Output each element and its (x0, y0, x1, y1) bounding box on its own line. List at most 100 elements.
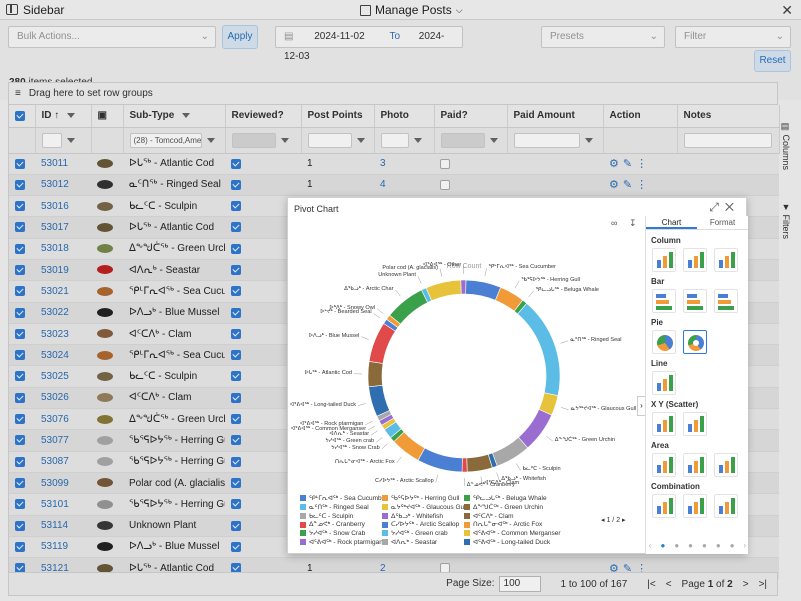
sidebar-toggle-icon[interactable] (6, 4, 18, 15)
photo-filter-input[interactable] (380, 132, 409, 148)
col-amount[interactable]: Paid Amount (507, 105, 604, 128)
legend-item[interactable]: ᐊᐱᕆᒃ - Seastar (382, 538, 437, 546)
chart-type-option-icon[interactable] (683, 330, 707, 354)
col-paid[interactable]: Paid? (434, 105, 508, 128)
date-range-picker[interactable]: ▤ 2024-11-02 To 2024-12-03 (275, 26, 463, 62)
paid-checkbox[interactable] (440, 179, 450, 190)
date-to[interactable]: 2024-12-03 (284, 31, 445, 62)
filters-tab[interactable]: ▼ Filters (781, 202, 791, 240)
reviewed-checkbox[interactable] (231, 435, 241, 446)
pie-slice[interactable] (517, 408, 553, 449)
row-checkbox[interactable] (15, 350, 25, 361)
photo-thumbnail[interactable] (97, 308, 113, 318)
row-checkbox[interactable] (15, 414, 25, 425)
row-id-link[interactable]: 53026 (41, 392, 69, 404)
chart-type-option-icon[interactable] (683, 494, 707, 518)
bug-icon[interactable]: ⚙ (609, 179, 623, 192)
pie-slice[interactable] (368, 323, 396, 364)
col-reviewed[interactable]: Reviewed? (225, 105, 302, 128)
more-icon[interactable]: ⋮ (636, 158, 652, 171)
subtype-filter-input[interactable]: (28) - Tomcod,Americ (129, 132, 202, 148)
edit-icon[interactable]: ✎ (622, 158, 637, 171)
pie-slice[interactable] (465, 279, 502, 301)
reviewed-checkbox[interactable] (231, 328, 241, 339)
filter-icon[interactable] (182, 113, 191, 119)
chart-type-option-icon[interactable] (683, 412, 707, 436)
pie-slice[interactable] (491, 436, 529, 467)
chart-type-option-icon[interactable] (652, 371, 676, 395)
row-id-link[interactable]: 53022 (41, 307, 69, 319)
photo-thumbnail[interactable] (97, 244, 113, 254)
legend-item[interactable]: ᑕᓯᐅᔭᖅ - Arctic Scallop (382, 520, 459, 528)
table-row[interactable]: 53011 ᐅᒐᖅ - Atlantic Cod 1 3 ⚙✎⋮ (9, 153, 779, 175)
filter-icon[interactable] (67, 113, 76, 119)
photo-thumbnail[interactable] (97, 499, 113, 509)
reviewed-checkbox[interactable] (231, 158, 241, 169)
reset-button[interactable]: Reset (754, 50, 791, 72)
row-id-link[interactable]: 53018 (41, 243, 69, 255)
bug-icon[interactable]: ⚙ (609, 562, 623, 575)
row-id-link[interactable]: 53016 (41, 200, 69, 212)
photo-thumbnail[interactable] (97, 159, 113, 168)
col-photo-thumb[interactable]: ▣ (91, 105, 124, 128)
pie-slice[interactable] (368, 384, 390, 417)
legend-item[interactable]: ᕿᒻᒥᕆᐊᖅ - Sea Cucumber (300, 494, 387, 502)
row-checkbox[interactable] (15, 179, 25, 190)
row-checkbox[interactable] (15, 328, 25, 339)
pie-slice[interactable] (417, 447, 463, 473)
sidebar-label[interactable]: Sidebar (23, 3, 65, 17)
pie-slice[interactable] (389, 289, 429, 325)
row-id-link[interactable]: 53021 (41, 285, 69, 297)
reviewed-checkbox[interactable] (231, 520, 241, 531)
photo-thumbnail[interactable] (97, 201, 113, 211)
row-checkbox[interactable] (15, 456, 25, 467)
pie-slice[interactable] (367, 361, 384, 388)
row-id-link[interactable]: 53087 (41, 456, 69, 468)
reviewed-checkbox[interactable] (231, 222, 241, 233)
reviewed-checkbox[interactable] (231, 456, 241, 467)
reviewed-filter-input[interactable] (231, 132, 276, 148)
reviewed-checkbox[interactable] (231, 243, 241, 254)
filter-icon[interactable] (584, 137, 593, 143)
expand-icon[interactable]: ⤢ (709, 200, 725, 214)
legend-item[interactable]: ᐊᕐᕕᐊᖅ - Common Merganser (464, 529, 561, 537)
row-id-link[interactable]: 53077 (41, 435, 69, 446)
col-action[interactable]: Action (603, 105, 678, 128)
chart-type-option-icon[interactable] (683, 453, 707, 477)
reviewed-checkbox[interactable] (231, 286, 241, 297)
pie-slice[interactable] (517, 302, 561, 397)
col-subtype[interactable]: Sub-Type (123, 105, 226, 128)
row-id-link[interactable]: 53024 (41, 349, 69, 361)
photo-thumbnail[interactable] (97, 478, 113, 488)
filter-icon[interactable] (206, 137, 215, 143)
photo-thumbnail[interactable] (97, 371, 113, 381)
link-icon[interactable]: ∞ (611, 218, 618, 228)
col-points[interactable]: Post Points (301, 105, 375, 128)
legend-item[interactable]: ᔭᓯᐊᖅ - Snow Crab (300, 529, 365, 537)
chart-type-option-icon[interactable] (683, 289, 707, 313)
row-checkbox[interactable] (15, 222, 25, 233)
filter-select[interactable]: Filter ⌄ (675, 26, 791, 48)
paid-checkbox[interactable] (440, 158, 450, 169)
row-checkbox[interactable] (15, 371, 25, 382)
row-checkbox[interactable] (15, 307, 25, 318)
chart-type-option-icon[interactable] (714, 248, 738, 272)
edit-icon[interactable]: ✎ (622, 179, 637, 192)
tab-format[interactable]: Format (709, 218, 736, 227)
points-filter-input[interactable] (307, 132, 352, 148)
reviewed-checkbox[interactable] (231, 179, 241, 190)
photo-thumbnail[interactable] (97, 457, 113, 467)
row-checkbox[interactable] (15, 499, 25, 510)
row-checkbox[interactable] (15, 201, 25, 212)
close-icon[interactable]: ✕ (724, 200, 740, 214)
legend-item[interactable]: ᐃᓐᓄᕙᒃ - Cranberry (300, 520, 365, 528)
select-all-header[interactable] (9, 105, 36, 128)
legend-item[interactable]: ᑲᓚᑦᑕ - Sculpin (300, 512, 353, 520)
legend-item[interactable]: ᓇᑦᑎᖅ - Ringed Seal (300, 503, 369, 511)
legend-item[interactable]: ᔭᓯᐊᖅ - Green crab (382, 529, 448, 537)
row-id-link[interactable]: 53012 (41, 179, 69, 191)
row-checkbox[interactable] (15, 286, 25, 297)
photo-thumbnail[interactable] (97, 563, 113, 573)
pie-slice[interactable] (461, 457, 468, 473)
table-row[interactable]: 53012 ᓇᑦᑎᖅ - Ringed Seal 1 4 ⚙✎⋮ (9, 174, 779, 197)
